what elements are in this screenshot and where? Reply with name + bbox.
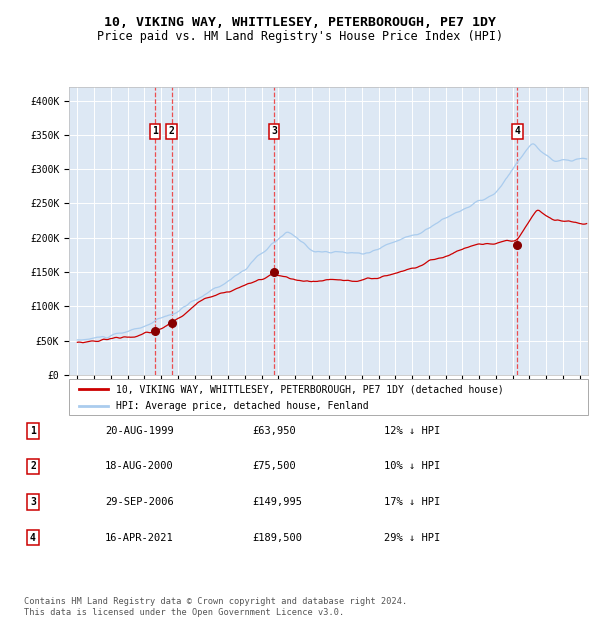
Text: 2: 2 (169, 126, 175, 136)
Text: 29-SEP-2006: 29-SEP-2006 (105, 497, 174, 507)
Text: 10% ↓ HPI: 10% ↓ HPI (384, 461, 440, 471)
Text: 29% ↓ HPI: 29% ↓ HPI (384, 533, 440, 542)
Text: £75,500: £75,500 (252, 461, 296, 471)
Text: HPI: Average price, detached house, Fenland: HPI: Average price, detached house, Fenl… (116, 401, 368, 410)
Text: 10, VIKING WAY, WHITTLESEY, PETERBOROUGH, PE7 1DY (detached house): 10, VIKING WAY, WHITTLESEY, PETERBOROUGH… (116, 384, 503, 394)
Text: 4: 4 (30, 533, 36, 542)
Text: 1: 1 (30, 426, 36, 436)
Text: 16-APR-2021: 16-APR-2021 (105, 533, 174, 542)
Text: 4: 4 (515, 126, 520, 136)
Text: £149,995: £149,995 (252, 497, 302, 507)
Text: £189,500: £189,500 (252, 533, 302, 542)
FancyBboxPatch shape (69, 379, 588, 415)
Text: 3: 3 (271, 126, 277, 136)
Text: 20-AUG-1999: 20-AUG-1999 (105, 426, 174, 436)
Text: 17% ↓ HPI: 17% ↓ HPI (384, 497, 440, 507)
Text: £63,950: £63,950 (252, 426, 296, 436)
Text: 3: 3 (30, 497, 36, 507)
Text: 12% ↓ HPI: 12% ↓ HPI (384, 426, 440, 436)
Text: Contains HM Land Registry data © Crown copyright and database right 2024.
This d: Contains HM Land Registry data © Crown c… (24, 598, 407, 617)
Text: 1: 1 (152, 126, 158, 136)
Text: 18-AUG-2000: 18-AUG-2000 (105, 461, 174, 471)
Text: 2: 2 (30, 461, 36, 471)
Text: Price paid vs. HM Land Registry's House Price Index (HPI): Price paid vs. HM Land Registry's House … (97, 30, 503, 43)
Text: 10, VIKING WAY, WHITTLESEY, PETERBOROUGH, PE7 1DY: 10, VIKING WAY, WHITTLESEY, PETERBOROUGH… (104, 16, 496, 29)
